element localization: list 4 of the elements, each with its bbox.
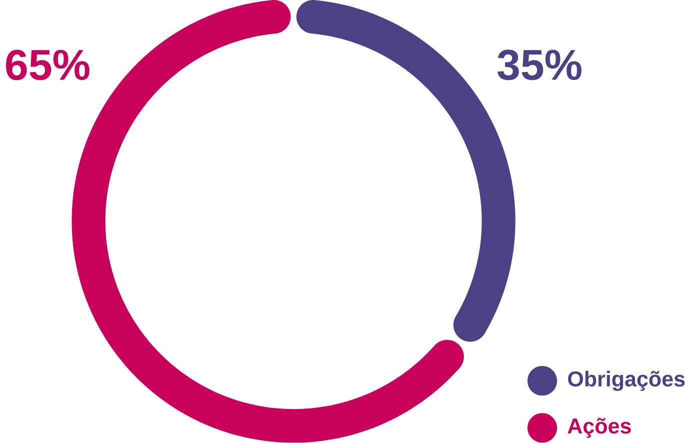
- legend-label: Ações: [568, 418, 631, 438]
- legend-label: Obrigações: [568, 370, 685, 392]
- data-label: 35%: [498, 50, 582, 80]
- data-label: 65%: [6, 50, 90, 80]
